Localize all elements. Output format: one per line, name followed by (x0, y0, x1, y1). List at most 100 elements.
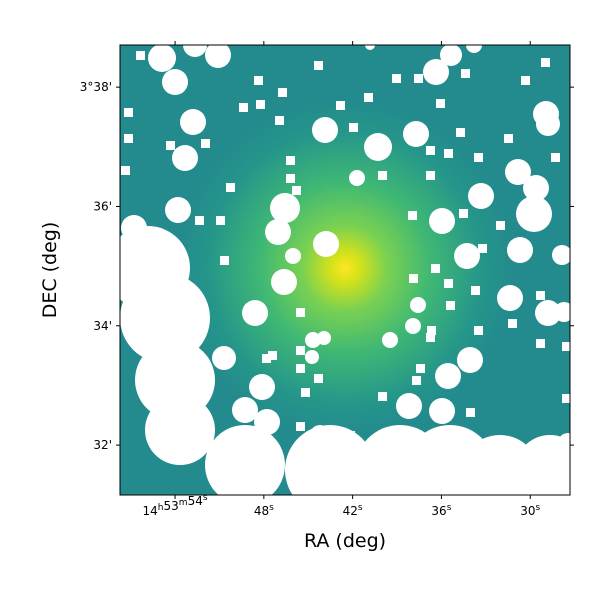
star-mask (508, 319, 517, 328)
star-mask (305, 350, 319, 364)
star-mask (270, 193, 300, 223)
star-mask (364, 133, 392, 161)
star-mask (212, 346, 236, 370)
y-tick-label: 34' (93, 319, 112, 333)
star-mask (431, 264, 440, 273)
x-tick-label: 36s (431, 503, 451, 518)
star-mask (562, 394, 570, 403)
star-mask (554, 302, 570, 322)
x-tick-label: 42s (343, 503, 363, 518)
star-mask (349, 123, 358, 132)
star-mask (226, 183, 235, 192)
star-mask (405, 318, 421, 334)
y-tick-label: 32' (93, 438, 112, 452)
star-mask (427, 326, 436, 335)
star-mask (461, 69, 470, 78)
star-mask (414, 74, 423, 83)
star-mask (136, 51, 145, 60)
star-mask (312, 117, 338, 143)
y-tick-label: 3°38' (80, 80, 112, 94)
plot-frame (119, 44, 571, 496)
star-mask (444, 279, 453, 288)
star-mask (435, 363, 461, 389)
star-mask (166, 141, 175, 150)
star-mask (456, 128, 465, 137)
star-mask (336, 101, 345, 110)
star-mask (346, 431, 355, 440)
star-mask (162, 69, 188, 95)
star-mask (440, 45, 462, 66)
star-mask (265, 219, 291, 245)
star-mask (121, 166, 130, 175)
star-mask (254, 409, 280, 435)
star-mask (310, 425, 330, 445)
star-mask (416, 364, 425, 373)
star-mask (474, 326, 483, 335)
star-mask (180, 109, 206, 135)
star-mask (426, 333, 435, 342)
star-mask (468, 183, 494, 209)
star-mask (124, 134, 133, 143)
star-mask (562, 342, 570, 351)
star-mask (396, 393, 422, 419)
star-mask (124, 108, 133, 117)
star-mask (349, 170, 365, 186)
star-mask (172, 145, 198, 171)
star-mask (541, 58, 550, 67)
star-mask (120, 273, 210, 363)
star-mask (314, 61, 323, 70)
star-mask (262, 354, 271, 363)
star-mask (378, 171, 387, 180)
star-mask (410, 297, 426, 313)
star-mask (429, 398, 455, 424)
star-mask (183, 45, 207, 57)
star-mask (275, 116, 284, 125)
star-mask (201, 139, 210, 148)
star-mask (148, 45, 176, 72)
x-tick-label: 48s (254, 503, 274, 518)
star-mask (409, 274, 418, 283)
star-mask (408, 211, 417, 220)
star-mask (205, 45, 231, 68)
star-mask (314, 374, 323, 383)
star-mask (317, 331, 331, 345)
star-mask (296, 422, 305, 431)
star-mask (305, 332, 321, 348)
star-mask (220, 256, 229, 265)
star-mask (466, 45, 482, 53)
star-mask (292, 186, 301, 195)
star-mask (478, 244, 487, 253)
star-mask (364, 93, 373, 102)
star-mask (145, 395, 215, 465)
star-mask (296, 308, 305, 317)
star-mask (558, 433, 570, 453)
star-mask (521, 76, 530, 85)
star-mask (496, 221, 505, 230)
star-mask (426, 171, 435, 180)
star-mask (436, 99, 445, 108)
star-mask (536, 112, 560, 136)
star-mask (205, 425, 285, 495)
star-mask (552, 245, 570, 265)
star-mask (471, 286, 480, 295)
star-mask (239, 103, 248, 112)
star-mask (301, 388, 310, 397)
x-axis-label: RA (deg) (304, 530, 386, 552)
y-axis-label: DEC (deg) (39, 222, 61, 319)
star-mask (254, 76, 263, 85)
sky-image (120, 45, 570, 495)
star-mask (296, 364, 305, 373)
star-mask (466, 408, 475, 417)
star-mask (497, 285, 523, 311)
star-mask (536, 291, 545, 300)
x-tick-label: 14h53m54s (143, 493, 208, 518)
star-mask (454, 243, 480, 269)
star-mask (365, 45, 375, 50)
star-mask (551, 153, 560, 162)
star-mask (523, 175, 549, 201)
star-mask (412, 376, 421, 385)
star-mask (285, 248, 301, 264)
star-mask (232, 397, 258, 423)
star-mask (121, 215, 147, 241)
